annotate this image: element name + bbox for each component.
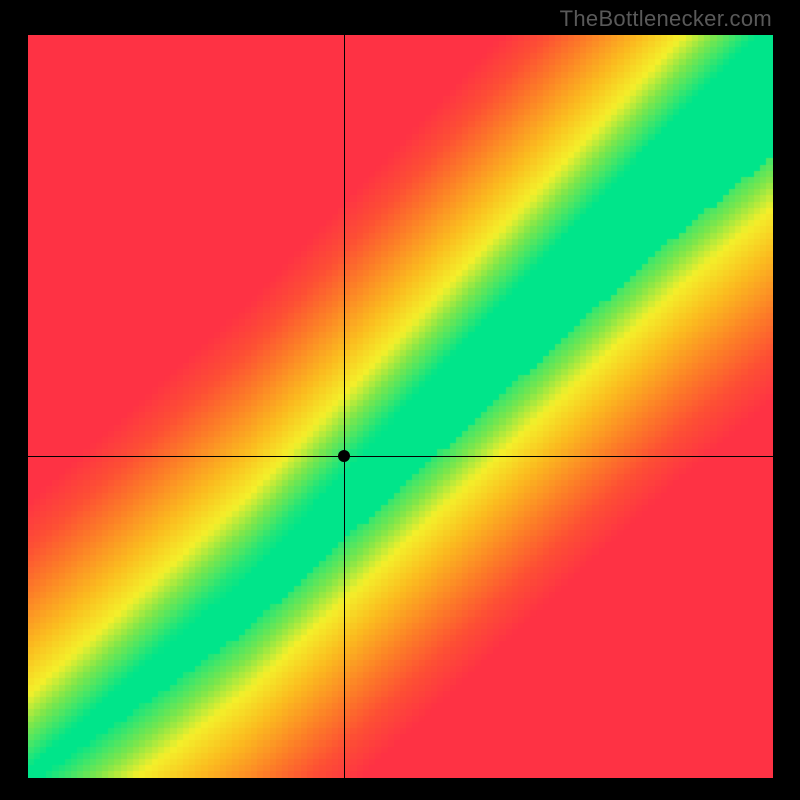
heatmap-plot-area bbox=[28, 35, 773, 778]
watermark-text: TheBottlenecker.com bbox=[560, 6, 772, 32]
crosshair-marker bbox=[338, 450, 350, 462]
crosshair-horizontal bbox=[28, 456, 773, 457]
crosshair-vertical bbox=[344, 35, 345, 778]
heatmap-canvas bbox=[28, 35, 773, 778]
